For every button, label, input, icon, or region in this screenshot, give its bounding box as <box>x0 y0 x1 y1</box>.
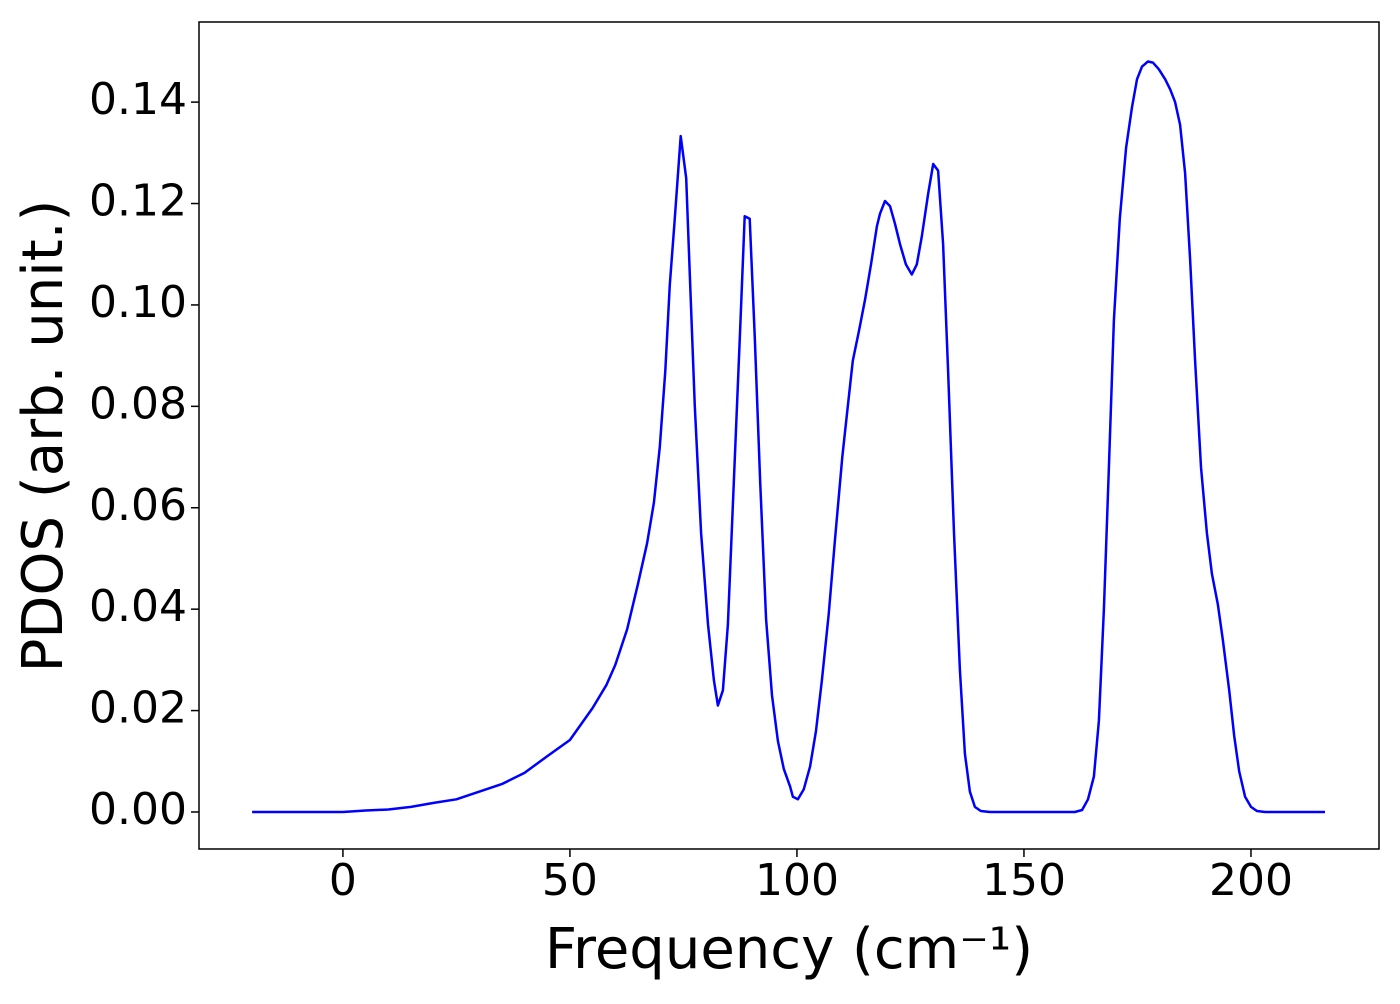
x-tick-label: 50 <box>542 855 598 906</box>
y-tick-label: 0.08 <box>89 378 187 429</box>
plot-frame <box>198 21 1380 850</box>
x-tick-label: 100 <box>755 855 839 906</box>
y-tick-label: 0.12 <box>89 176 187 227</box>
y-tick-label: 0.02 <box>89 683 187 734</box>
x-axis-label: Frequency (cm⁻¹) <box>545 917 1033 982</box>
y-tick-label: 0.10 <box>89 277 187 328</box>
pdos-line <box>252 60 1325 814</box>
y-tick-label: 0.04 <box>89 581 187 632</box>
y-tick-label: 0.06 <box>89 480 187 531</box>
y-axis-label: PDOS (arb. unit.) <box>11 200 76 673</box>
y-tick-label: 0.14 <box>89 74 187 125</box>
x-tick-label: 0 <box>329 855 357 906</box>
y-tick-label: 0.00 <box>89 784 187 835</box>
x-tick-label: 200 <box>1209 855 1293 906</box>
x-tick-label: 150 <box>982 855 1066 906</box>
